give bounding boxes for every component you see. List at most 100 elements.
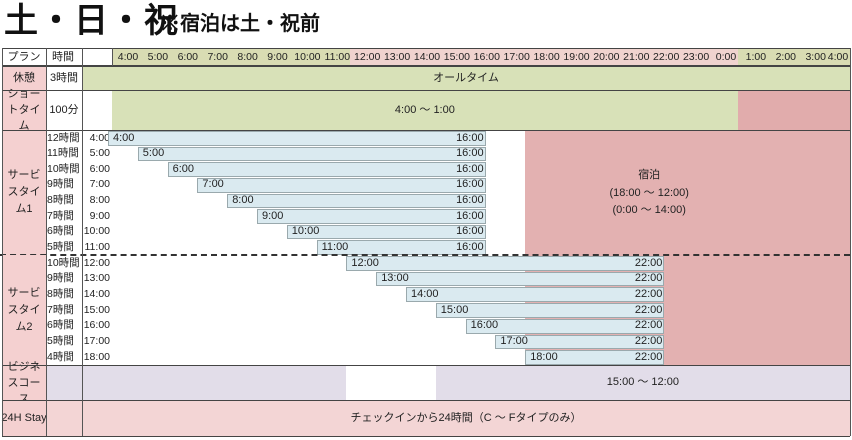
grid-line [2, 65, 850, 66]
plan-bar [435, 303, 665, 318]
bar-start-label: 5:00 [142, 147, 165, 160]
hour-label: 9:00 [267, 51, 288, 63]
row-hours: 5時間 [47, 335, 74, 348]
header-plan: プラン [2, 48, 46, 66]
bar-start-label: 18:00 [530, 350, 558, 363]
grid-line [2, 66, 850, 67]
header-time: 時間 [46, 48, 82, 66]
row-start-time: 12:00 [83, 256, 110, 269]
hour-label: 1:00 [745, 51, 767, 63]
row-hours: 8時間 [47, 194, 74, 206]
h24-duration [46, 400, 82, 436]
row-start-time: 14:00 [83, 287, 110, 300]
grid-line [2, 130, 850, 131]
row-hours: 4時間 [47, 350, 74, 363]
row-start-time: 5:00 [89, 147, 110, 160]
title-area: 土・日・祝 ※宿泊は土・祝前 [0, 0, 852, 46]
plan-bar [137, 146, 486, 162]
plan-bar [286, 224, 486, 240]
row-hours: 6時間 [47, 225, 74, 238]
plan-rest-label: 休憩 [2, 66, 46, 90]
row-start-time: 9:00 [89, 209, 110, 222]
page-subtitle: ※宿泊は土・祝前 [160, 13, 320, 35]
hour-label: 13:00 [383, 51, 411, 63]
plan-bar [257, 209, 486, 224]
plan-bar [495, 334, 665, 350]
bar-start-label: 14:00 [411, 287, 439, 300]
section-divider [0, 254, 850, 256]
hour-label: 17:00 [503, 51, 530, 63]
row-start-time: 17:00 [83, 335, 110, 348]
plan-bar [167, 162, 486, 177]
plan-bar [108, 131, 486, 146]
header-late-band [737, 48, 850, 66]
bar-end-label: 22:00 [634, 350, 663, 363]
grid-line [2, 365, 850, 366]
bar-start-label: 15:00 [440, 303, 469, 316]
row-hours: 7時間 [47, 303, 74, 316]
bar-end-label: 16:00 [456, 209, 484, 222]
row-hours: 9時間 [47, 178, 74, 191]
hour-label: 14:00 [413, 51, 441, 63]
header-gap [82, 48, 112, 66]
hour-label: 7:00 [207, 51, 228, 63]
bar-end-label: 16:00 [456, 194, 484, 206]
plan-business-label: ビジネスコース [2, 361, 46, 405]
bar-start-label: 12:00 [351, 256, 379, 269]
bar-start-label: 4:00 [113, 131, 135, 144]
bar-start-label: 10:00 [291, 225, 320, 238]
row-hours: 10時間 [47, 256, 80, 269]
plan-bar [376, 271, 665, 287]
hour-label: 19:00 [563, 51, 590, 63]
bar-end-label: 16:00 [456, 178, 484, 191]
bar-start-label: 13:00 [381, 272, 409, 285]
hour-label: 3:00 [805, 51, 826, 63]
bar-end-label: 22:00 [634, 335, 663, 348]
bar-start-label: 9:00 [262, 209, 284, 222]
row-hours: 8時間 [47, 287, 74, 300]
plan-bar [525, 350, 665, 365]
row-hours: 6時間 [47, 319, 74, 332]
plan-bar [346, 256, 665, 271]
hour-label: 11:00 [324, 51, 351, 63]
bar-start-label: 17:00 [500, 335, 528, 348]
header-early-band [112, 48, 351, 66]
bar-start-label: 16:00 [470, 319, 499, 332]
hour-label: 2:00 [775, 51, 797, 63]
grid-line [2, 436, 850, 437]
business-band-morning [82, 365, 347, 400]
hour-label: 4:00 [117, 51, 139, 63]
row-start-time: 16:00 [83, 319, 110, 332]
row-start-time: 7:00 [89, 178, 110, 191]
grid-line [2, 400, 850, 401]
h24-band: チェックインから24時間（C ～ Fタイプのみ） [82, 400, 850, 436]
hour-label: 15:00 [443, 51, 471, 63]
plan-bar [197, 177, 486, 193]
business-gap [346, 365, 436, 400]
grid-line [46, 48, 47, 436]
hour-label: 21:00 [623, 51, 650, 63]
bar-end-label: 22:00 [634, 303, 663, 316]
row-start-time: 6:00 [89, 162, 110, 175]
row-hours: 5時間 [47, 240, 74, 253]
short-duration: 100分 [46, 90, 82, 130]
row-start-time: 15:00 [83, 303, 110, 316]
row-start-time: 13:00 [83, 272, 110, 285]
business-duration [46, 365, 82, 400]
grid-line [2, 90, 850, 91]
bar-start-label: 8:00 [232, 194, 254, 206]
plan-bar [465, 318, 665, 334]
rest-band: オールタイム [82, 66, 850, 90]
bar-start-label: 6:00 [172, 162, 195, 175]
grid-line [850, 48, 851, 436]
short-band: 4:00 ～ 1:00 [112, 90, 738, 130]
row-start-time: 8:00 [89, 194, 110, 206]
stay-range-1: (18:00 ～ 12:00) [609, 187, 689, 199]
grid-line [2, 48, 850, 49]
bar-end-label: 22:00 [634, 256, 663, 269]
grid-line [2, 48, 3, 436]
hour-label: 23:00 [682, 51, 710, 63]
bar-end-label: 16:00 [456, 240, 484, 253]
row-start-time: 18:00 [83, 350, 110, 363]
row-hours: 9時間 [47, 272, 74, 285]
